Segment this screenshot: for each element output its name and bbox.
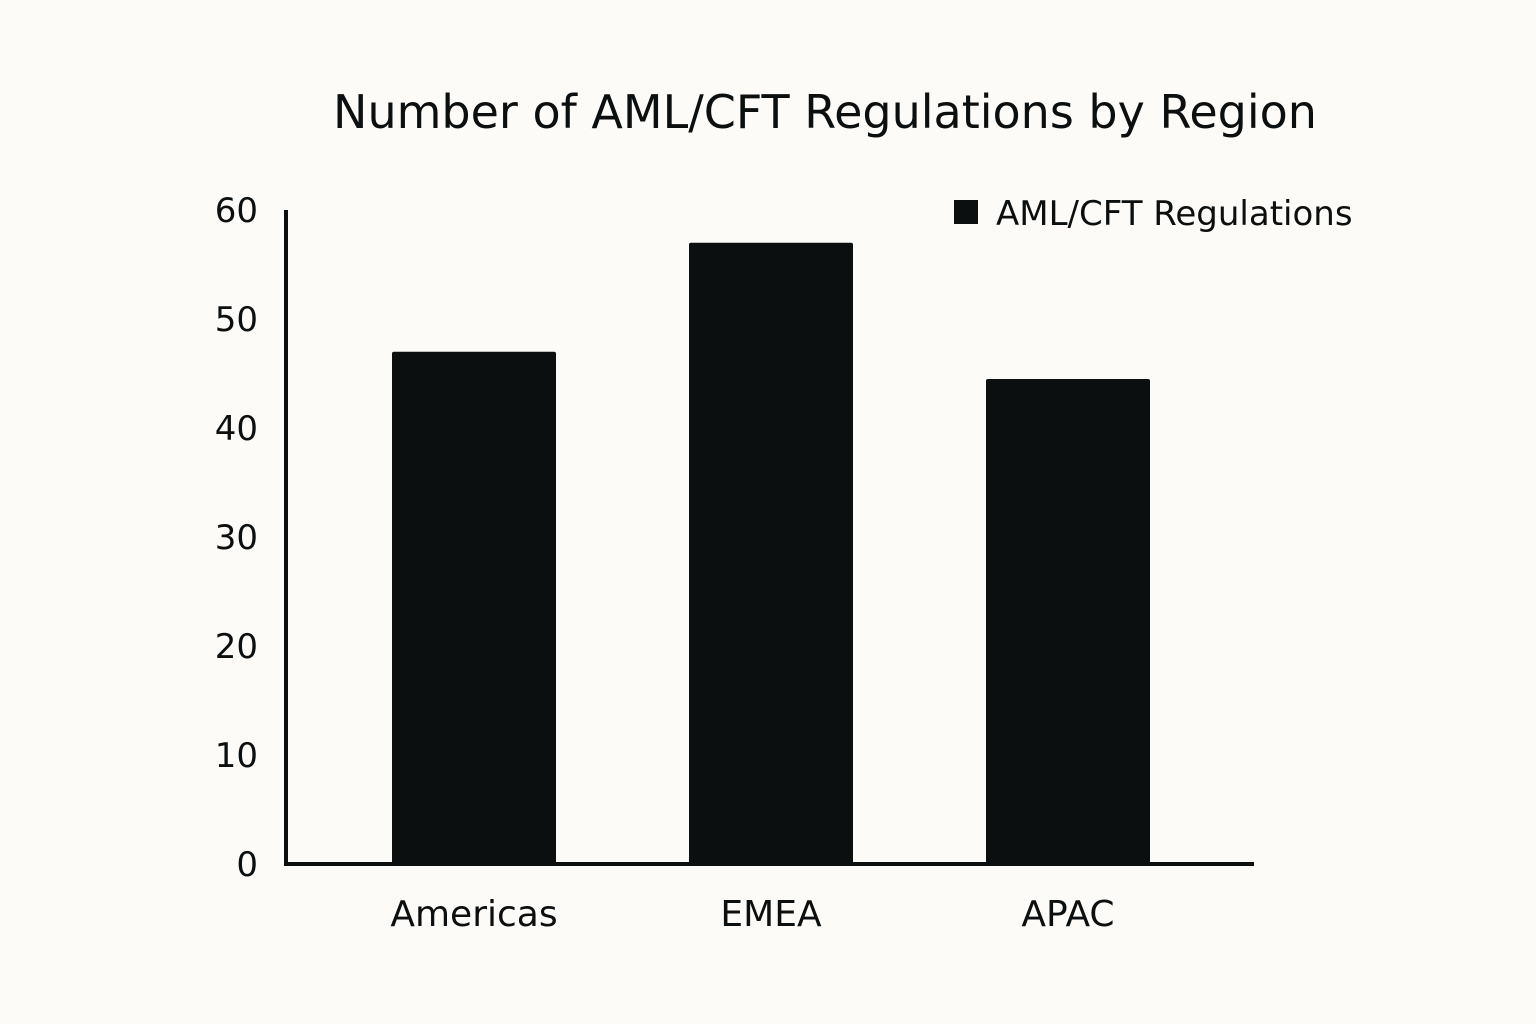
x-category-label: APAC — [1021, 894, 1114, 935]
x-category-labels: Americas EMEA APAC — [390, 894, 1114, 935]
bar-americas — [392, 351, 556, 864]
bars-layer — [392, 242, 1150, 864]
legend-swatch — [954, 200, 978, 224]
y-tick-label: 20 — [215, 627, 258, 667]
y-tick-labels: 0 10 20 30 40 50 60 — [215, 191, 258, 885]
legend-label: AML/CFT Regulations — [996, 194, 1353, 234]
x-category-label: EMEA — [720, 894, 822, 935]
bar-emea — [689, 242, 853, 864]
legend: AML/CFT Regulations — [954, 194, 1353, 234]
y-tick-label: 40 — [215, 409, 258, 449]
y-tick-label: 10 — [215, 736, 258, 776]
y-tick-label: 0 — [236, 845, 258, 885]
y-tick-label: 30 — [215, 518, 258, 558]
y-tick-label: 60 — [215, 191, 258, 231]
chart-title: Number of AML/CFT Regulations by Region — [333, 85, 1317, 139]
y-tick-label: 50 — [215, 300, 258, 340]
x-category-label: Americas — [390, 894, 557, 935]
bar-apac — [986, 378, 1150, 864]
